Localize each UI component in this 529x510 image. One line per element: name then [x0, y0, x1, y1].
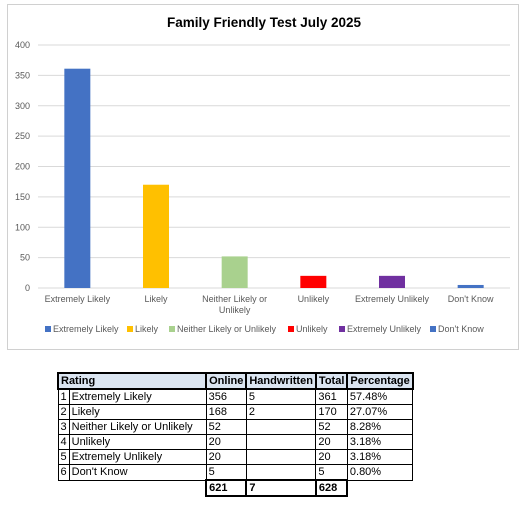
- y-tick-label: 250: [15, 131, 30, 141]
- rating-cell: Don't Know: [68, 464, 207, 481]
- legend-label: Extremely Likely: [53, 324, 119, 334]
- total-cell: 170: [315, 404, 348, 420]
- x-tick-label: Unlikely: [219, 305, 251, 315]
- header-handwritten: Handwritten: [245, 372, 317, 390]
- total-all: 628: [314, 479, 349, 497]
- x-tick-label: Likely: [144, 294, 168, 304]
- header-total: Total: [314, 372, 349, 390]
- percentage-cell: 8.28%: [346, 419, 414, 435]
- legend-label: Don't Know: [438, 324, 484, 334]
- row-number: 2: [57, 404, 70, 420]
- row-number: 4: [57, 434, 70, 450]
- legend-swatch: [430, 326, 436, 332]
- row-number: 5: [57, 449, 70, 465]
- total-handwritten: 7: [245, 479, 317, 497]
- rating-cell: Likely: [68, 404, 207, 420]
- handwritten-cell: [245, 449, 317, 465]
- bar-3: [221, 256, 248, 288]
- table-row: 2 Likely 168 2 170 27.07%: [57, 404, 414, 420]
- y-tick-label: 0: [25, 283, 30, 293]
- totals-row: 621 7 628: [58, 479, 413, 497]
- chart-title: Family Friendly Test July 2025: [167, 15, 362, 30]
- y-tick-label: 350: [15, 70, 30, 80]
- legend-label: Unlikely: [296, 324, 328, 334]
- rating-cell: Extremely Unlikely: [68, 449, 207, 465]
- y-tick-label: 200: [15, 162, 30, 172]
- y-tick-label: 400: [15, 40, 30, 50]
- table-row: 4 Unlikely 20 20 3.18%: [57, 434, 414, 450]
- table-header-row: Rating Online Handwritten Total Percenta…: [56, 372, 414, 390]
- x-tick-label: Extremely Unlikely: [355, 294, 430, 304]
- header-rating: Rating: [56, 372, 208, 390]
- x-tick-label: Unlikely: [298, 294, 330, 304]
- percentage-cell: 57.48%: [346, 388, 414, 405]
- table-row: 1 Extremely Likely 356 5 361 57.48%: [57, 388, 414, 405]
- handwritten-cell: 5: [245, 388, 317, 405]
- table-row: 5 Extremely Unlikely 20 20 3.18%: [57, 449, 414, 465]
- rating-cell: Extremely Likely: [68, 388, 207, 405]
- legend-swatch: [169, 326, 175, 332]
- online-cell: 20: [205, 434, 247, 450]
- header-percentage: Percentage: [346, 372, 414, 390]
- legend-swatch: [45, 326, 51, 332]
- legend-label: Extremely Unlikely: [347, 324, 422, 334]
- total-cell: 20: [315, 434, 348, 450]
- handwritten-cell: [245, 419, 317, 435]
- online-cell: 20: [205, 449, 247, 465]
- percentage-cell: 0.80%: [346, 464, 414, 481]
- header-online: Online: [205, 372, 248, 390]
- handwritten-cell: [245, 464, 317, 481]
- chart-container: Family Friendly Test July 2025 0 50 100 150 2…: [7, 4, 519, 350]
- legend-label: Likely: [135, 324, 159, 334]
- total-cell: 20: [315, 449, 348, 465]
- y-tick-label: 150: [15, 192, 30, 202]
- percentage-cell: 3.18%: [346, 434, 414, 450]
- bar-1: [64, 68, 91, 288]
- bar-6: [457, 284, 484, 288]
- y-tick-label: 300: [15, 101, 30, 111]
- table-body: 1 Extremely Likely 356 5 361 57.48% 2 Likely 168…: [57, 388, 414, 497]
- handwritten-cell: [245, 434, 317, 450]
- bar-2: [143, 184, 169, 288]
- row-number: 1: [57, 388, 70, 405]
- online-cell: 356: [205, 388, 247, 405]
- total-cell: 361: [315, 388, 348, 405]
- bar-chart: Family Friendly Test July 2025 0 50 100 150 2…: [15, 15, 510, 334]
- x-tick-label: Don't Know: [448, 294, 494, 304]
- percentage-cell: 3.18%: [346, 449, 414, 465]
- handwritten-cell: 2: [245, 404, 317, 420]
- table-row: 3 Neither Likely or Unlikely 52 52 8.28%: [57, 419, 414, 435]
- online-cell: 168: [205, 404, 247, 420]
- online-cell: 52: [205, 419, 247, 435]
- x-tick-label: Neither Likely or: [202, 294, 267, 304]
- totals-spacer: [58, 480, 206, 496]
- bar-4: [300, 275, 327, 288]
- table-row: 6 Don't Know 5 5 0.80%: [57, 464, 414, 481]
- online-cell: 5: [205, 464, 247, 481]
- legend-label: Neither Likely or Unlikely: [177, 324, 277, 334]
- bar-5: [379, 275, 405, 288]
- rating-cell: Neither Likely or Unlikely: [68, 419, 207, 435]
- totals-spacer: [347, 480, 412, 496]
- rating-cell: Unlikely: [68, 434, 207, 450]
- y-tick-label: 50: [20, 253, 30, 263]
- percentage-cell: 27.07%: [346, 404, 414, 420]
- row-number: 3: [57, 419, 70, 435]
- x-tick-label: Extremely Likely: [45, 294, 111, 304]
- legend-swatch: [288, 326, 294, 332]
- total-online: 621: [205, 479, 248, 497]
- results-table-wrapper: Rating Online Handwritten Total Percenta…: [56, 372, 414, 497]
- row-number: 6: [57, 464, 70, 481]
- legend-swatch: [339, 326, 345, 332]
- y-tick-label: 100: [15, 222, 30, 232]
- total-cell: 5: [315, 464, 348, 481]
- legend-swatch: [127, 326, 133, 332]
- total-cell: 52: [315, 419, 348, 435]
- results-table: Rating Online Handwritten Total Percenta…: [56, 372, 414, 497]
